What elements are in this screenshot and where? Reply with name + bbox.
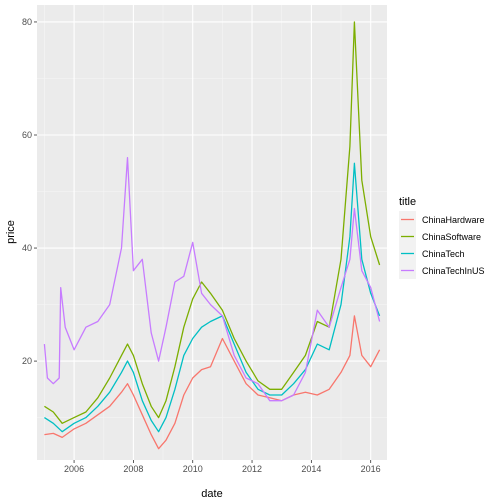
grid-major [37, 5, 387, 460]
x-tick-label: 2014 [301, 464, 321, 474]
series-layer [43, 21, 381, 450]
x-tick-label: 2016 [361, 464, 381, 474]
series-line-ChinaHardware [44, 315, 381, 450]
y-tick-label: 20 [22, 356, 32, 366]
series-line-ChinaTech [44, 162, 381, 433]
x-axis-title: date [201, 488, 222, 500]
legend-label: ChinaHardware [422, 215, 485, 225]
x-axis: 2006 2008 2010 2012 2014 2016 [64, 460, 381, 474]
legend-items: ChinaHardware ChinaSoftware ChinaTech China… [399, 211, 485, 279]
legend-label: ChinaTechInUS [422, 266, 485, 276]
x-tick-label: 2012 [242, 464, 262, 474]
legend-label: ChinaTech [422, 249, 465, 259]
y-tick-label: 60 [22, 130, 32, 140]
series-line-ChinaSoftware [44, 21, 381, 424]
y-axis: 20 40 60 80 [22, 17, 37, 366]
y-tick-label: 40 [22, 243, 32, 253]
y-axis-title: price [5, 220, 17, 244]
x-tick-label: 2008 [123, 464, 143, 474]
x-tick-label: 2010 [183, 464, 203, 474]
grid-minor [37, 5, 387, 460]
x-tick-label: 2006 [64, 464, 84, 474]
legend-title: title [399, 196, 416, 208]
series-line-ChinaTechInUS [43, 156, 381, 402]
legend: title ChinaHardware ChinaSoftware ChinaTec… [399, 196, 485, 279]
plot-panel [37, 5, 387, 460]
y-tick-label: 80 [22, 17, 32, 27]
legend-label: ChinaSoftware [422, 232, 481, 242]
